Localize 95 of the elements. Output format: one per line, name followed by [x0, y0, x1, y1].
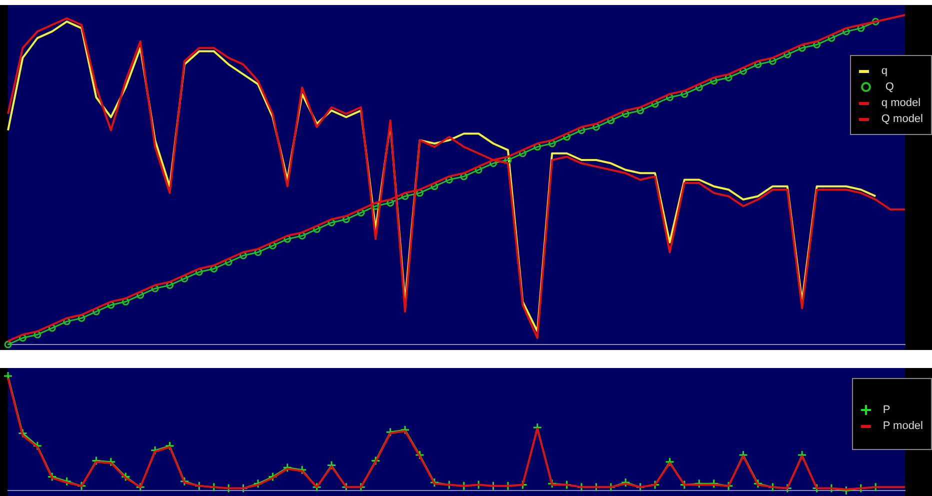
point: [195, 268, 203, 276]
point: [724, 74, 732, 82]
point: [32, 441, 42, 451]
legend-label: Q model: [881, 113, 923, 125]
point: [120, 472, 130, 482]
point: [636, 106, 644, 114]
point: [224, 258, 232, 266]
point: [636, 482, 646, 492]
point: [78, 314, 86, 322]
point: [268, 242, 276, 250]
point: [91, 456, 101, 466]
point: [460, 172, 468, 180]
point: [401, 192, 409, 200]
point: [400, 425, 410, 435]
point: [34, 330, 42, 338]
point: [753, 478, 763, 488]
point: [76, 481, 86, 491]
point: [694, 478, 704, 488]
point: [180, 476, 190, 486]
point: [666, 94, 674, 102]
point: [210, 264, 218, 272]
legend-label: Q: [885, 81, 894, 93]
point: [240, 252, 248, 260]
point: [518, 150, 526, 158]
point: [47, 472, 57, 482]
point: [534, 143, 542, 151]
point: [342, 216, 350, 224]
point: [664, 457, 674, 467]
point: [768, 57, 776, 65]
point: [3, 371, 13, 381]
point: [709, 478, 719, 488]
point: [474, 166, 482, 174]
point: [563, 133, 571, 141]
point: [136, 482, 146, 492]
point: [18, 428, 28, 438]
point: [165, 441, 175, 451]
point: [254, 248, 262, 256]
point: [386, 199, 394, 207]
point: [738, 450, 748, 460]
point: [62, 476, 72, 486]
point: [813, 40, 821, 48]
point: [695, 84, 703, 92]
point: [370, 456, 380, 466]
point: [578, 126, 586, 134]
point: [680, 90, 688, 98]
point: [136, 291, 144, 299]
point: [784, 50, 792, 58]
point: [416, 189, 424, 197]
point: [607, 116, 615, 124]
point: [710, 77, 718, 85]
point: [282, 462, 292, 472]
point: [284, 235, 292, 243]
point: [430, 182, 438, 190]
point: [312, 482, 322, 492]
legend-label: P model: [882, 420, 923, 432]
point: [328, 218, 336, 226]
point: [445, 176, 453, 184]
point: [622, 110, 630, 118]
point: [151, 284, 159, 292]
point: [48, 324, 56, 332]
point: [739, 67, 747, 75]
point: [92, 308, 100, 316]
point: [4, 340, 12, 348]
point: [754, 60, 762, 68]
legend-label: P: [882, 404, 890, 416]
legend-label: q model: [881, 97, 921, 109]
legend-label: q: [881, 65, 888, 77]
point: [180, 274, 188, 282]
point: [326, 460, 336, 470]
point: [357, 208, 365, 216]
point: [798, 44, 806, 52]
point: [620, 478, 630, 488]
point: [651, 100, 659, 108]
point: [268, 472, 278, 482]
point: [122, 298, 130, 306]
point: [63, 318, 71, 326]
point: [650, 480, 660, 490]
point: [372, 202, 380, 210]
point: [430, 478, 440, 488]
point: [298, 232, 306, 240]
point: [547, 478, 557, 488]
point: [828, 34, 836, 42]
point: [841, 486, 851, 496]
point: [166, 281, 174, 289]
point: [592, 123, 600, 131]
point: [414, 450, 424, 460]
point: [548, 140, 556, 148]
point: [504, 156, 512, 164]
point: [107, 301, 115, 309]
point: [253, 478, 263, 488]
point: [842, 28, 850, 36]
point: [18, 334, 26, 342]
point: [857, 24, 865, 32]
point: [872, 18, 880, 26]
point: [313, 225, 321, 233]
